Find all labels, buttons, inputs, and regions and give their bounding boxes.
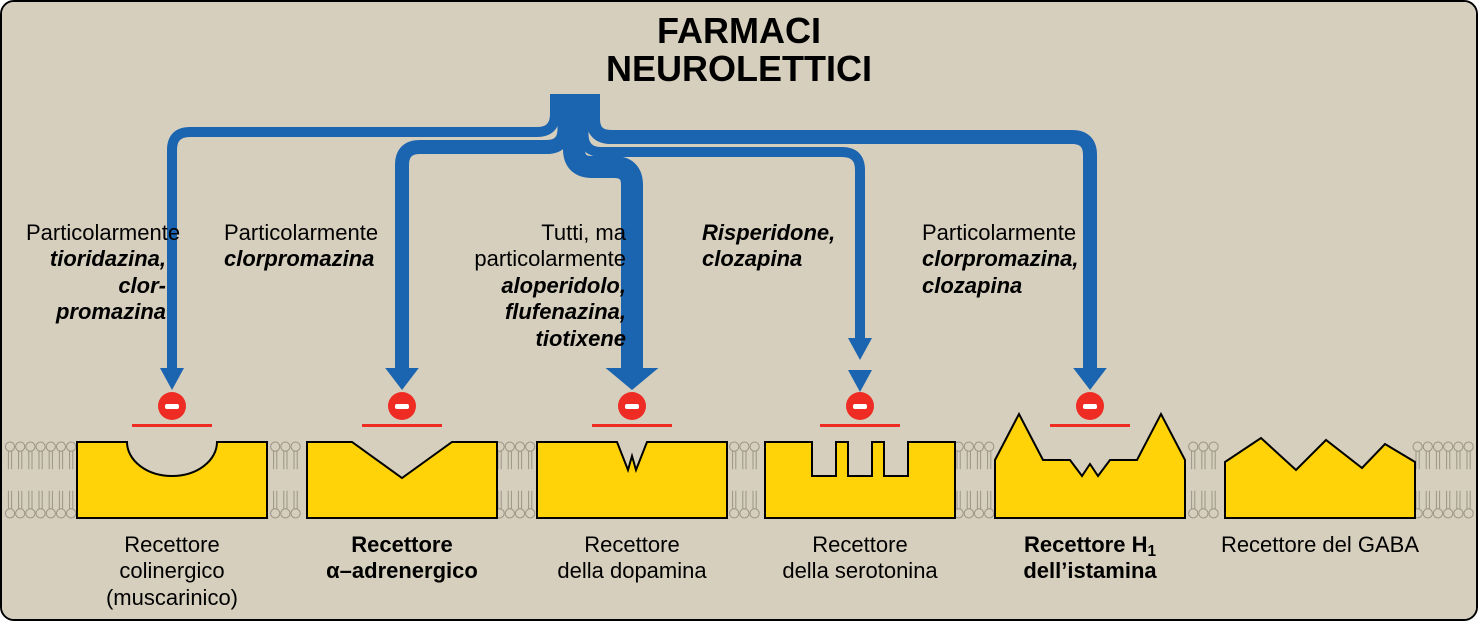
inhibit-bar xyxy=(592,424,672,427)
inhibit-icon xyxy=(846,392,874,420)
inhibit-icon xyxy=(618,392,646,420)
receptor-label-r3: Recettoredella dopamina xyxy=(522,532,742,585)
inhibit-icon xyxy=(1076,392,1104,420)
drug-label-d3: Tutti, maparticolarmentealoperidolo,fluf… xyxy=(440,220,626,352)
inhibit-bar xyxy=(1050,424,1130,427)
title-line1: FARMACI xyxy=(2,12,1476,50)
receptor-r6 xyxy=(1225,438,1415,518)
inhibit-bar xyxy=(362,424,442,427)
diagram-title: FARMACI NEUROLETTICI xyxy=(2,12,1476,88)
receptor-label-r6: Recettore del GABA xyxy=(1210,532,1430,558)
drug-label-d4: Risperidone,clozapina xyxy=(702,220,882,273)
receptor-label-r2: Recettoreα–adrenergico xyxy=(292,532,512,585)
diagram-svg xyxy=(2,2,1478,621)
title-line2: NEUROLETTICI xyxy=(2,50,1476,88)
receptor-r4 xyxy=(765,442,955,518)
receptor-r5 xyxy=(995,414,1185,518)
inhibit-bar xyxy=(132,424,212,427)
receptor-r2 xyxy=(307,442,497,518)
inhibit-bar xyxy=(820,424,900,427)
receptor-label-r4: Recettoredella serotonina xyxy=(750,532,970,585)
inhibit-icon xyxy=(158,392,186,420)
drug-label-d5: Particolarmenteclorpromazina,clozapina xyxy=(922,220,1132,299)
drug-label-d1: Particolarmentetioridazina,clor-promazin… xyxy=(26,220,166,326)
receptor-r3 xyxy=(537,442,727,518)
receptor-r1 xyxy=(77,442,267,518)
receptor-label-r5: Recettore H1dell’istamina xyxy=(980,532,1200,585)
receptor-label-r1: Recettorecolinergico(muscarinico) xyxy=(62,532,282,611)
inhibit-icon xyxy=(388,392,416,420)
drug-label-d2: Particolarmenteclorpromazina xyxy=(224,220,424,273)
diagram-frame: FARMACI NEUROLETTICI Particolarmentetior… xyxy=(0,0,1478,621)
